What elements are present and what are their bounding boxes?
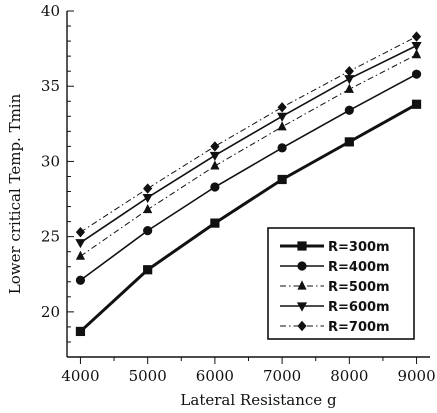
axes: 20 25 30 35 40 4000 5000 6000 7000 8000 9000 [41, 2, 436, 385]
data-point [142, 193, 153, 204]
legend-marker [297, 241, 307, 251]
data-point [75, 250, 86, 260]
x-tick-label: 4000 [61, 367, 99, 385]
series-line [80, 36, 417, 233]
legend: R=300m R=400m R=500m R=600m R=700m [267, 227, 415, 340]
series-r-300m [75, 99, 422, 337]
data-point [411, 42, 422, 52]
data-point [210, 160, 220, 170]
y-tick-label: 25 [41, 228, 60, 246]
data-point [277, 143, 287, 153]
data-point [411, 99, 422, 109]
series-line [79, 102, 418, 333]
y-tick-label: 30 [41, 152, 60, 170]
data-point [75, 239, 86, 249]
x-tick-label: 8000 [330, 367, 368, 385]
series-line [79, 73, 417, 281]
y-axis-title: Lower critical Temp. Tmin [6, 93, 24, 294]
y-tick-label: 20 [41, 303, 60, 321]
legend-label: R=600m [328, 300, 390, 315]
data-point [210, 218, 220, 228]
x-tick-label: 9000 [397, 367, 435, 385]
legend-marker [297, 280, 307, 290]
legend-label: R=400m [328, 260, 390, 275]
data-point [411, 69, 422, 79]
data-point [210, 182, 220, 192]
legend-label: R=300m [328, 240, 390, 255]
data-point [411, 49, 422, 59]
data-point [143, 265, 153, 275]
legend-label: R=500m [328, 280, 390, 295]
data-point [143, 226, 153, 236]
data-point [209, 151, 220, 162]
data-point [143, 203, 153, 214]
y-tick-label: 35 [41, 77, 60, 95]
series-r-600m [75, 42, 422, 249]
series-line [79, 44, 417, 244]
data-point [277, 174, 287, 185]
x-tick-label: 5000 [129, 367, 167, 385]
legend-marker [297, 320, 307, 332]
x-axis-title: Lateral Resistance g [180, 391, 337, 409]
x-tick-label: 7000 [263, 367, 301, 385]
data-point [210, 141, 220, 152]
data-point [75, 275, 86, 285]
series-r-500m [75, 49, 422, 260]
data-point [277, 102, 287, 113]
data-point [277, 112, 288, 122]
data-point [277, 121, 287, 131]
data-point [143, 183, 153, 194]
legend-marker [296, 302, 308, 312]
series-line [80, 54, 417, 257]
series-layer [75, 31, 422, 337]
data-point [411, 31, 422, 42]
y-tick-label: 40 [41, 2, 60, 20]
legend-label: R=700m [328, 320, 390, 335]
data-point [75, 326, 86, 337]
data-point [344, 83, 354, 93]
legend-marker [297, 261, 307, 271]
series-r-400m [75, 69, 422, 285]
data-point [344, 75, 355, 85]
data-point [344, 65, 354, 77]
series-r-700m [75, 31, 422, 238]
data-point [344, 105, 354, 115]
data-point [344, 137, 354, 147]
data-point [75, 226, 86, 238]
x-tick-label: 6000 [196, 367, 234, 385]
